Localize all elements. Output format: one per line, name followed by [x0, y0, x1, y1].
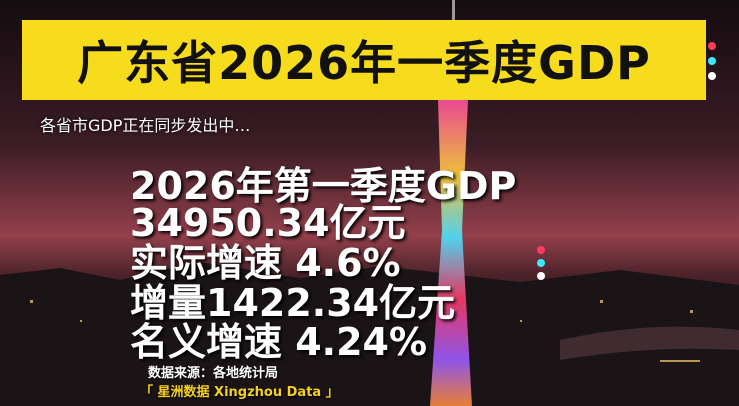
text-line: 增量1422.34亿元: [130, 281, 456, 325]
text-line: 实际增速 4.6%: [130, 241, 401, 285]
brand: 「 星洲数据 Xingzhou Data 」: [140, 385, 339, 400]
dot: [537, 259, 545, 267]
text-line: 2026年第一季度GDP: [130, 164, 517, 208]
city: [0, 262, 739, 406]
text-line: 34950.34亿元: [130, 201, 406, 245]
title-banner: 广东省2026年一季度GDP: [22, 20, 706, 100]
source: 数据来源：各地统计局: [148, 366, 279, 381]
dot: [708, 42, 716, 50]
dot: [708, 57, 716, 65]
tower: [430, 100, 472, 406]
city-lights: [30, 300, 700, 362]
title: 广东省2026年一季度GDP: [77, 36, 651, 90]
text-line: 名义增速 4.24%: [130, 320, 428, 364]
subtitle: 各省市GDP正在同步发出中…: [40, 116, 251, 135]
dot: [708, 72, 716, 80]
dot: [537, 246, 545, 254]
river: [560, 326, 739, 360]
dot: [537, 272, 545, 280]
